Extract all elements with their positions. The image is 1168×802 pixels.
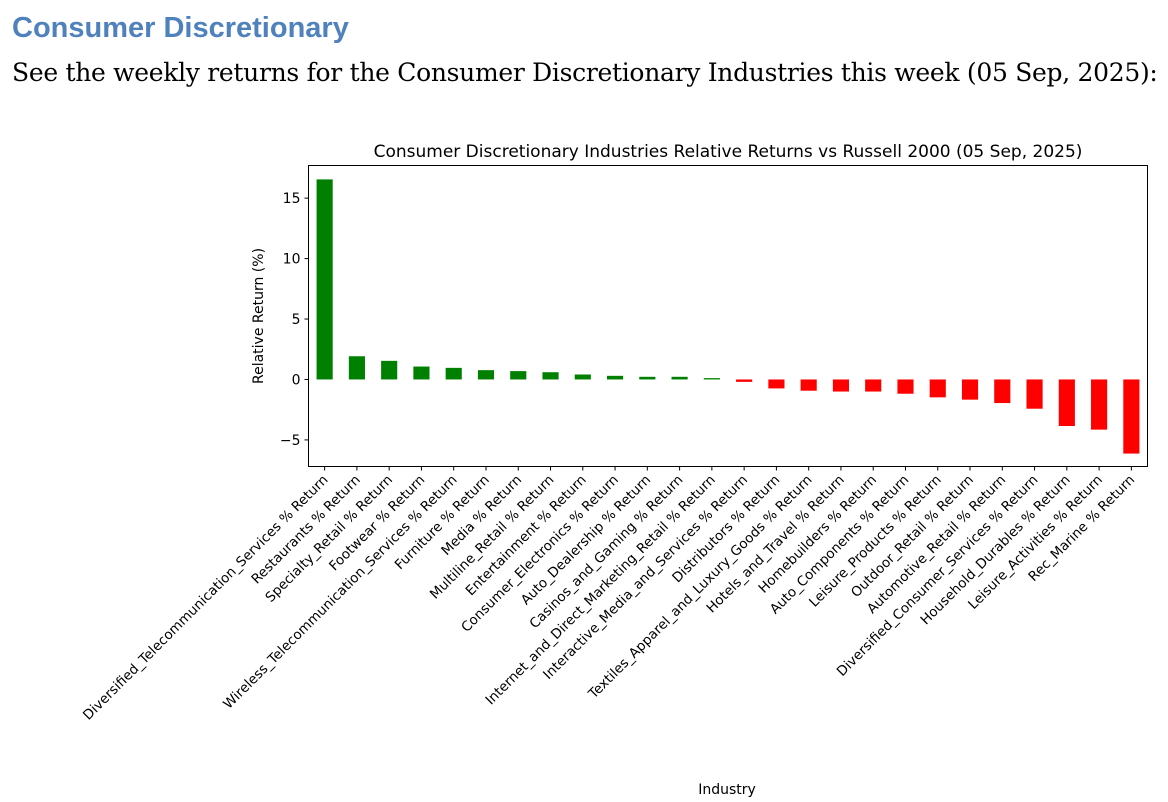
x-axis-label: Industry <box>698 782 756 798</box>
section-heading: Consumer Discretionary <box>12 12 349 44</box>
bar <box>1123 379 1140 454</box>
bar <box>1058 379 1075 427</box>
bar <box>800 379 817 391</box>
bar <box>1026 379 1043 409</box>
bar <box>768 379 785 389</box>
bar <box>542 372 559 380</box>
intro-text: See the weekly returns for the Consumer … <box>12 58 1158 87</box>
bar <box>574 374 591 380</box>
bar <box>606 375 624 380</box>
bar <box>961 379 979 400</box>
y-tick-label: −5 <box>280 433 301 449</box>
y-tick-label: 5 <box>292 312 301 328</box>
x-tick-label: Diversified_Telecommunication_Services %… <box>80 472 331 723</box>
bar <box>639 376 656 380</box>
bar <box>1091 379 1108 430</box>
bar <box>736 379 753 382</box>
x-tick-label: Specialty_Retail % Return <box>262 472 396 606</box>
bar <box>348 356 365 380</box>
bar <box>865 379 882 392</box>
y-tick-label: 15 <box>283 191 301 207</box>
bar <box>703 378 720 380</box>
bar <box>381 360 398 380</box>
bar <box>413 366 430 380</box>
bar <box>671 376 688 380</box>
bar <box>994 379 1011 404</box>
bar <box>477 370 495 380</box>
bar <box>510 371 527 380</box>
plot-frame <box>308 165 1148 467</box>
bar <box>929 379 946 398</box>
y-tick-label: 0 <box>292 372 301 388</box>
chart-title: Consumer Discretionary Industries Relati… <box>374 142 1083 162</box>
bar <box>897 379 914 394</box>
bar <box>316 179 333 380</box>
y-tick-label: 10 <box>283 252 301 268</box>
y-axis-label: Relative Return (%) <box>251 248 267 384</box>
x-tick-label: Wireless_Telecommunication_Services % Re… <box>220 472 460 712</box>
bar <box>832 379 850 392</box>
bar <box>445 367 462 380</box>
